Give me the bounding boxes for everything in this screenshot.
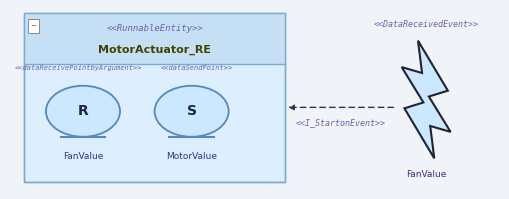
- Text: S: S: [187, 104, 196, 118]
- Bar: [24, 13, 286, 182]
- Text: FanValue: FanValue: [406, 170, 446, 179]
- Text: <<DataReceivedEvent>>: <<DataReceivedEvent>>: [374, 20, 478, 29]
- Text: FanValue: FanValue: [63, 152, 103, 161]
- Bar: [27, 19, 39, 33]
- Bar: [24, 13, 286, 182]
- Text: −: −: [30, 23, 36, 29]
- Text: MotorValue: MotorValue: [166, 152, 217, 161]
- Polygon shape: [402, 41, 450, 158]
- Ellipse shape: [155, 86, 229, 137]
- Text: <<I_StartonEvent>>: <<I_StartonEvent>>: [296, 119, 386, 128]
- Ellipse shape: [46, 86, 120, 137]
- Text: <<RunnableEntity>>: <<RunnableEntity>>: [106, 24, 203, 33]
- Text: <<dataReceivePointbyArgument>>: <<dataReceivePointbyArgument>>: [14, 65, 142, 71]
- Text: MotorActuator_RE: MotorActuator_RE: [98, 45, 211, 55]
- Text: R: R: [77, 104, 89, 118]
- Text: <<dataSendPoint>>: <<dataSendPoint>>: [160, 65, 233, 71]
- Bar: [24, 13, 286, 64]
